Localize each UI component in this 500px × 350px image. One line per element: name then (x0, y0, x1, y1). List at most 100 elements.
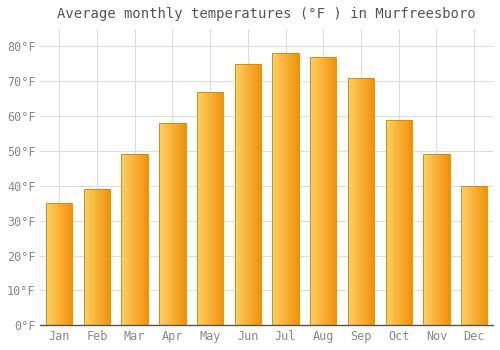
Bar (102, 189, 103, 325)
Bar (409, 120, 410, 325)
Bar (388, 120, 389, 325)
Bar (178, 123, 179, 325)
Bar (130, 154, 131, 325)
Bar (404, 120, 405, 325)
Bar (241, 64, 242, 325)
Bar (334, 57, 335, 325)
Bar (461, 186, 487, 325)
Bar (386, 120, 412, 325)
Bar (400, 120, 401, 325)
Bar (425, 154, 426, 325)
Bar (138, 154, 139, 325)
Bar (197, 92, 224, 325)
Bar (248, 64, 249, 325)
Bar (63, 203, 64, 325)
Bar (141, 154, 142, 325)
Bar (146, 154, 147, 325)
Bar (253, 64, 254, 325)
Bar (254, 64, 255, 325)
Bar (52, 203, 53, 325)
Bar (370, 78, 371, 325)
Bar (68, 203, 69, 325)
Bar (69, 203, 70, 325)
Bar (363, 78, 364, 325)
Bar (427, 154, 428, 325)
Bar (402, 120, 403, 325)
Bar (441, 154, 442, 325)
Bar (46, 203, 72, 325)
Bar (198, 92, 199, 325)
Bar (169, 123, 170, 325)
Bar (159, 123, 186, 325)
Bar (164, 123, 165, 325)
Bar (249, 64, 250, 325)
Bar (49, 203, 50, 325)
Bar (123, 154, 124, 325)
Bar (446, 154, 447, 325)
Bar (201, 92, 202, 325)
Bar (393, 120, 394, 325)
Bar (98, 189, 99, 325)
Bar (289, 54, 290, 325)
Bar (165, 123, 166, 325)
Bar (478, 186, 479, 325)
Bar (361, 78, 362, 325)
Bar (330, 57, 331, 325)
Bar (284, 54, 285, 325)
Bar (260, 64, 261, 325)
Bar (433, 154, 434, 325)
Bar (219, 92, 220, 325)
Bar (48, 203, 49, 325)
Bar (468, 186, 469, 325)
Bar (51, 203, 52, 325)
Bar (199, 92, 200, 325)
Bar (351, 78, 352, 325)
Bar (240, 64, 241, 325)
Bar (485, 186, 486, 325)
Bar (448, 154, 449, 325)
Bar (424, 154, 450, 325)
Bar (320, 57, 321, 325)
Bar (319, 57, 320, 325)
Bar (471, 186, 472, 325)
Bar (87, 189, 88, 325)
Bar (91, 189, 92, 325)
Bar (390, 120, 391, 325)
Bar (462, 186, 463, 325)
Bar (216, 92, 217, 325)
Bar (276, 54, 277, 325)
Bar (255, 64, 256, 325)
Bar (310, 57, 336, 325)
Bar (124, 154, 125, 325)
Bar (142, 154, 143, 325)
Bar (109, 189, 110, 325)
Bar (348, 78, 349, 325)
Bar (396, 120, 397, 325)
Bar (170, 123, 171, 325)
Bar (221, 92, 222, 325)
Bar (476, 186, 477, 325)
Bar (331, 57, 332, 325)
Bar (236, 64, 238, 325)
Bar (293, 54, 294, 325)
Bar (437, 154, 438, 325)
Bar (298, 54, 299, 325)
Bar (487, 186, 488, 325)
Bar (350, 78, 351, 325)
Bar (335, 57, 336, 325)
Bar (147, 154, 148, 325)
Bar (214, 92, 215, 325)
Bar (349, 78, 350, 325)
Bar (250, 64, 251, 325)
Bar (296, 54, 297, 325)
Bar (179, 123, 180, 325)
Bar (243, 64, 244, 325)
Bar (97, 189, 98, 325)
Bar (333, 57, 334, 325)
Bar (208, 92, 209, 325)
Bar (84, 189, 85, 325)
Bar (144, 154, 145, 325)
Bar (429, 154, 430, 325)
Bar (46, 203, 47, 325)
Bar (367, 78, 368, 325)
